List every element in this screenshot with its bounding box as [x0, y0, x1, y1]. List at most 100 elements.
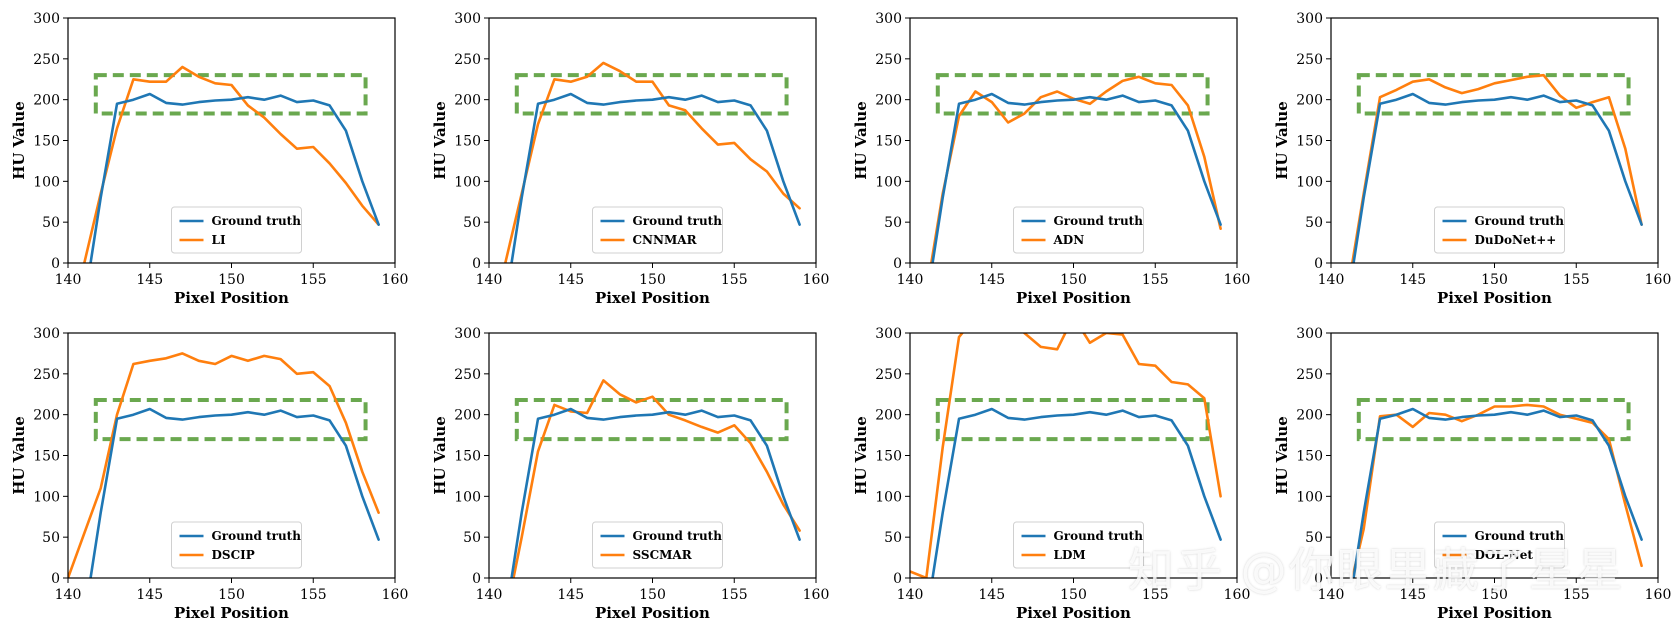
- x-tick-label: 150: [639, 272, 666, 288]
- x-tick-label: 155: [1142, 272, 1169, 288]
- y-tick-label: 250: [454, 367, 481, 383]
- y-axis-label: HU Value: [1273, 416, 1291, 495]
- y-tick-label: 50: [42, 215, 60, 231]
- x-tick-label: 150: [1481, 272, 1508, 288]
- y-tick-label: 0: [1314, 256, 1323, 272]
- y-tick-label: 100: [454, 174, 481, 190]
- y-tick-label: 0: [51, 256, 60, 272]
- x-tick-label: 140: [1318, 272, 1345, 288]
- y-tick-label: 100: [875, 174, 902, 190]
- legend-label: DOL-Net: [1475, 548, 1534, 562]
- x-tick-label: 155: [721, 272, 748, 288]
- x-axis-label: Pixel Position: [174, 604, 289, 622]
- x-tick-label: 155: [1142, 587, 1169, 603]
- y-tick-label: 100: [33, 174, 60, 190]
- y-tick-label: 50: [463, 530, 481, 546]
- y-tick-label: 100: [875, 489, 902, 505]
- y-tick-label: 250: [875, 52, 902, 68]
- x-tick-label: 160: [382, 587, 409, 603]
- x-tick-label: 140: [55, 272, 82, 288]
- x-axis-label: Pixel Position: [595, 289, 710, 307]
- legend-box: [1013, 206, 1144, 254]
- y-tick-label: 300: [33, 326, 60, 342]
- y-tick-label: 200: [454, 408, 481, 424]
- chart-panel-6: 140 145 150 155 160 0 50 100 150 200 250 300 Pixel P…: [431, 326, 830, 622]
- y-tick-label: 300: [1296, 326, 1323, 342]
- chart-panel-7: 140 145 150 155 160 0 50 100 150 200 250 300 Pixel P…: [852, 326, 1250, 622]
- legend-label: Ground truth: [212, 214, 302, 228]
- x-tick-label: 155: [721, 587, 748, 603]
- x-tick-label: 150: [639, 587, 666, 603]
- y-tick-label: 300: [875, 326, 902, 342]
- x-tick-label: 160: [1645, 587, 1672, 603]
- legend-box: [1434, 206, 1565, 254]
- chart-panel-3: 140 145 150 155 160 0 50 100 150 200 250 300 Pixel P…: [852, 11, 1251, 307]
- x-tick-label: 160: [803, 272, 830, 288]
- y-tick-label: 200: [33, 408, 60, 424]
- legend-label: Ground truth: [1054, 214, 1144, 228]
- x-tick-label: 160: [1224, 272, 1251, 288]
- legend-label: LI: [212, 233, 226, 247]
- series-line-ground-truth: [1352, 407, 1643, 578]
- y-tick-label: 200: [33, 93, 60, 109]
- y-tick-label: 0: [472, 571, 481, 587]
- y-tick-label: 150: [33, 134, 60, 150]
- y-axis-label: HU Value: [852, 101, 870, 180]
- y-tick-label: 300: [33, 11, 60, 27]
- highlight-box: [1356, 73, 1631, 116]
- chart-panel-2: 140 145 150 155 160 0 50 100 150 200 250 300 Pixel P…: [431, 11, 830, 307]
- y-axis-label: HU Value: [10, 416, 28, 495]
- legend-label: Ground truth: [1475, 214, 1565, 228]
- y-tick-label: 50: [1305, 215, 1323, 231]
- y-tick-label: 50: [1305, 530, 1323, 546]
- legend-label: Ground truth: [633, 214, 723, 228]
- y-axis-label: HU Value: [431, 416, 449, 495]
- y-tick-label: 150: [454, 449, 481, 465]
- legend-label: Ground truth: [633, 529, 723, 543]
- x-tick-label: 140: [897, 587, 924, 603]
- y-tick-label: 250: [1296, 367, 1323, 383]
- y-tick-label: 100: [454, 489, 481, 505]
- x-tick-label: 150: [218, 587, 245, 603]
- x-tick-label: 145: [1399, 272, 1426, 288]
- x-axis-label: Pixel Position: [1016, 289, 1131, 307]
- x-tick-label: 150: [1060, 587, 1087, 603]
- series-line-method: [83, 65, 380, 263]
- y-tick-label: 150: [1296, 449, 1323, 465]
- x-tick-label: 145: [557, 272, 584, 288]
- x-tick-label: 160: [382, 272, 409, 288]
- legend-label: ADN: [1053, 233, 1085, 247]
- legend-label: DSCIP: [212, 548, 255, 562]
- y-axis-label: HU Value: [1273, 101, 1291, 180]
- series-line-ground-truth: [931, 92, 1222, 263]
- y-tick-label: 300: [454, 326, 481, 342]
- legend-box: [1013, 521, 1144, 569]
- x-axis-label: Pixel Position: [1016, 604, 1131, 622]
- highlight-box: [514, 73, 789, 116]
- y-tick-label: 50: [884, 530, 902, 546]
- x-tick-label: 145: [978, 272, 1005, 288]
- y-tick-label: 150: [454, 134, 481, 150]
- y-tick-label: 250: [33, 367, 60, 383]
- legend-box: [171, 521, 302, 569]
- legend-label: Ground truth: [212, 529, 302, 543]
- series-line-ground-truth: [510, 92, 801, 263]
- x-axis-label: Pixel Position: [174, 289, 289, 307]
- y-tick-label: 200: [1296, 93, 1323, 109]
- legend-box: [1434, 521, 1565, 569]
- series-line-method: [504, 61, 801, 263]
- y-tick-label: 150: [875, 134, 902, 150]
- x-axis-label: Pixel Position: [595, 604, 710, 622]
- x-axis-label: Pixel Position: [1437, 289, 1552, 307]
- x-tick-label: 140: [897, 272, 924, 288]
- legend-label: Ground truth: [1475, 529, 1565, 543]
- y-tick-label: 0: [893, 571, 902, 587]
- legend-box: [171, 206, 302, 254]
- legend-label: SSCMAR: [633, 548, 693, 562]
- chart-panel-1: 140 145 150 155 160 0 50 100 150 200 250 300 Pixel P…: [10, 11, 409, 307]
- y-tick-label: 200: [1296, 408, 1323, 424]
- x-tick-label: 160: [803, 587, 830, 603]
- legend-label: Ground truth: [1054, 529, 1144, 543]
- y-tick-label: 300: [454, 11, 481, 27]
- y-tick-label: 150: [1296, 134, 1323, 150]
